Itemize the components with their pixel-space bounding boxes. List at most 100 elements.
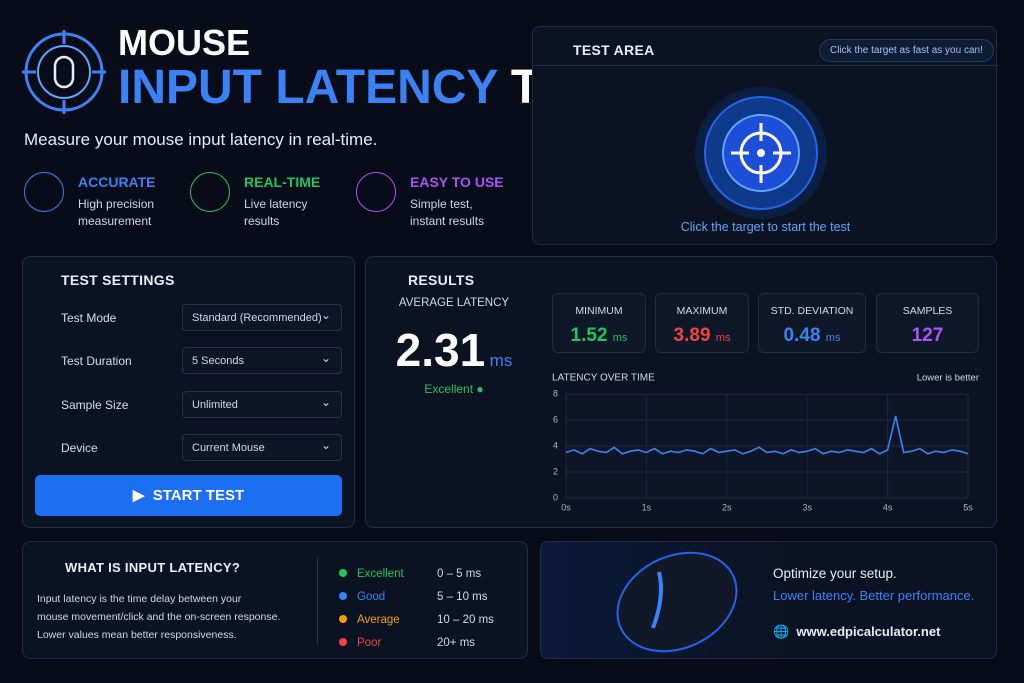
stat-value: 1.52 <box>570 325 608 346</box>
line: High precision <box>78 197 155 211</box>
subtitle: Measure your mouse input latency in real… <box>24 130 378 149</box>
hint: Click the target as fast as you can! <box>819 39 994 62</box>
level-name: Poor <box>357 637 382 649</box>
dot <box>339 638 347 646</box>
panel-title: TEST SETTINGS <box>61 272 175 288</box>
stat-card: STD. DEVIATION 0.48 ms <box>758 293 866 353</box>
x-tick-label: 3s <box>802 502 812 512</box>
feature-text: High precision measurement <box>78 196 154 230</box>
panel-title: WHAT IS INPUT LATENCY? <box>65 560 241 575</box>
stat-label: SAMPLES <box>902 305 953 317</box>
url-text: www.edpicalculator.net <box>796 624 941 639</box>
y-tick-label: 2 <box>553 466 558 476</box>
panel-title: RESULTS <box>408 272 475 288</box>
line: results <box>244 214 280 228</box>
select[interactable]: Unlimited <box>182 391 342 418</box>
avg-rating: Excellent ● <box>424 382 484 396</box>
level-range: 0 – 5 ms <box>437 568 482 580</box>
stat-unit: ms <box>715 332 731 344</box>
dot <box>339 592 347 600</box>
stat-card: SAMPLES 127 <box>876 293 979 353</box>
feature-text: Simple test, instant results <box>410 196 484 230</box>
line: Lower values mean better responsiveness. <box>37 629 237 641</box>
x-tick-label: 0s <box>561 502 571 512</box>
avg-value-row: 2.31 ms <box>366 323 542 377</box>
line: instant results <box>410 214 485 228</box>
feature-text: Live latency results <box>244 196 307 230</box>
x-tick-label: 1s <box>642 502 652 512</box>
promo-line1: Optimize your setup. <box>773 566 897 581</box>
stat-label: MAXIMUM <box>676 305 728 317</box>
feature-icon <box>24 172 64 212</box>
line: measurement <box>78 214 152 228</box>
dot <box>339 615 347 623</box>
level: Good 5 – 10 ms <box>339 586 494 609</box>
levels: Excellent 0 – 5 ms Good 5 – 10 ms Average 1… <box>339 563 494 655</box>
select[interactable]: 5 Seconds <box>182 347 342 374</box>
start-button[interactable]: ▶ START TEST <box>35 475 342 516</box>
latency-chart: LATENCY OVER TIME Lower is better 0 2 4 6 8 0… <box>552 373 979 513</box>
y-tick-label: 8 <box>553 388 558 398</box>
setting-label: Device <box>61 441 98 455</box>
promo-line2: Lower latency. Better performance. <box>773 588 975 603</box>
stat-card: MAXIMUM 3.89 ms <box>655 293 749 353</box>
level-name: Average <box>357 614 400 626</box>
panel-title: TEST AREA <box>573 42 655 58</box>
target[interactable] <box>693 85 829 221</box>
line: Live latency <box>244 197 308 211</box>
y-tick-label: 6 <box>553 414 558 424</box>
level: Excellent 0 – 5 ms <box>339 563 494 586</box>
feature-icon <box>190 172 230 212</box>
stat-unit: ms <box>612 332 628 344</box>
button-label: START TEST <box>152 487 245 504</box>
avg-unit: ms <box>489 351 513 370</box>
input[interactable]: Current Mouse <box>182 434 342 461</box>
divider <box>317 558 318 644</box>
level-range: 5 – 10 ms <box>437 591 488 603</box>
chart-title: LATENCY OVER TIME <box>552 373 655 384</box>
stat-label: MINIMUM <box>575 305 623 317</box>
stat-unit: ms <box>825 332 841 344</box>
feature-title: ACCURATE <box>78 174 156 190</box>
dot <box>339 569 347 577</box>
logo <box>22 30 106 114</box>
x-tick-label: 5s <box>963 502 973 512</box>
level: Average 10 – 20 ms <box>339 609 494 632</box>
level-range: 10 – 20 ms <box>437 614 494 626</box>
latency-line <box>565 415 969 455</box>
promo-panel: Optimize your setup. Lower latency. Bett… <box>540 541 997 659</box>
x-tick-label: 4s <box>883 502 893 512</box>
stat-value: 0.48 <box>783 325 821 346</box>
feature-title: EASY TO USE <box>410 174 504 190</box>
y-tick-label: 0 <box>553 492 558 502</box>
line: Input latency is the time delay between … <box>37 593 242 605</box>
level-name: Excellent <box>357 568 404 580</box>
stat-value-row: 3.89 ms <box>656 325 748 347</box>
feature-title: REAL-TIME <box>244 174 321 190</box>
select[interactable]: Standard (Recommended) <box>182 304 342 331</box>
title-line1: MOUSE <box>118 22 251 63</box>
test-area-panel: TEST AREA Click the target as fast as yo… <box>532 26 998 245</box>
line: mouse movement/click and the on-screen r… <box>37 611 281 623</box>
avg-label: AVERAGE LATENCY <box>398 297 510 309</box>
avg-value: 2.31 <box>395 324 486 376</box>
x-tick-label: 2s <box>722 502 732 512</box>
setting-label: Test Mode <box>61 311 117 325</box>
stat-card: MINIMUM 1.52 ms <box>552 293 646 353</box>
info-text: Input latency is the time delay between … <box>37 590 280 644</box>
url[interactable]: 🌐 www.edpicalculator.net <box>773 624 941 639</box>
divider <box>533 65 998 66</box>
stat-label: STD. DEVIATION <box>770 305 854 317</box>
y-tick-label: 4 <box>553 440 558 450</box>
setting-label: Sample Size <box>61 398 129 412</box>
line: Simple test, <box>410 197 473 211</box>
level-name: Good <box>357 591 386 603</box>
info-panel: WHAT IS INPUT LATENCY? Input latency is … <box>22 541 528 659</box>
title-blue: INPUT LATENCY <box>118 61 498 114</box>
level: Poor 20+ ms <box>339 632 494 655</box>
stat-value: 127 <box>911 325 944 346</box>
prompt: Click the target to start the test <box>680 220 851 234</box>
level-range: 20+ ms <box>437 637 476 649</box>
stat-value-row: 1.52 ms <box>553 325 645 347</box>
